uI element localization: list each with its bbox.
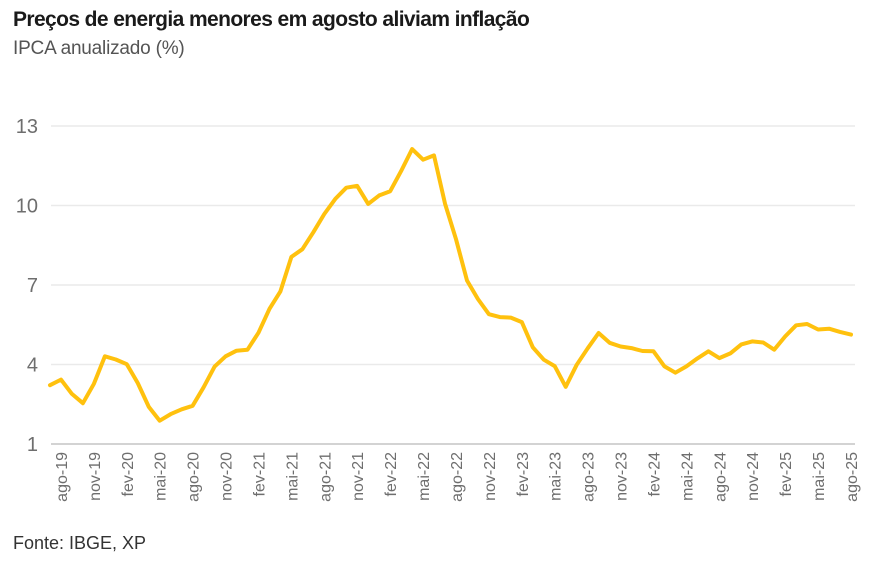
x-tick-label: nov-22 — [482, 452, 499, 501]
x-tick-label: ago-24 — [712, 452, 729, 502]
y-tick-label: 4 — [27, 355, 38, 377]
y-tick-label: 1 — [27, 434, 38, 456]
x-tick-label: fev-23 — [515, 452, 532, 497]
x-tick-label: ago-23 — [581, 452, 598, 502]
x-tick-label: mai-23 — [548, 452, 565, 501]
x-tick-label: ago-21 — [317, 452, 334, 502]
x-tick-label: ago-25 — [844, 452, 861, 502]
y-tick-label: 7 — [27, 275, 38, 297]
x-tick-label: ago-20 — [186, 452, 203, 502]
x-tick-label: fev-22 — [383, 452, 400, 497]
y-tick-label: 10 — [16, 196, 38, 218]
x-tick-label: mai-21 — [284, 452, 301, 501]
x-tick-label: fev-25 — [778, 452, 795, 497]
x-tick-label: ago-19 — [54, 452, 71, 502]
ipca-line — [48, 147, 853, 423]
x-tick-label: mai-24 — [679, 452, 696, 501]
page-title: Preços de energia menores em agosto aliv… — [13, 8, 530, 31]
x-tick-label: nov-21 — [350, 452, 367, 501]
chart-svg: 1 4 7 10 13 ago-19 nov-19 fev-20 mai-20 ago-20 nov… — [16, 116, 861, 502]
x-tick-label: ago-22 — [449, 452, 466, 502]
x-tick-label: mai-20 — [153, 452, 170, 501]
x-tick-label: fev-20 — [120, 452, 137, 497]
x-tick-label: fev-21 — [252, 452, 269, 497]
y-tick-label: 13 — [16, 116, 38, 138]
x-tick-label: mai-25 — [811, 452, 828, 501]
x-tick-label: nov-20 — [219, 452, 236, 501]
chart-subtitle: IPCA anualizado (%) — [13, 38, 185, 59]
x-tick-label: mai-22 — [416, 452, 433, 501]
x-tick-label: nov-19 — [87, 452, 104, 501]
x-tick-label: fev-24 — [647, 452, 664, 497]
line-chart: 1 4 7 10 13 ago-19 nov-19 fev-20 mai-20 ago-20 nov… — [0, 95, 881, 540]
x-tick-label: nov-24 — [745, 452, 762, 501]
x-tick-label: nov-23 — [614, 452, 631, 501]
source-note: Fonte: IBGE, XP — [13, 533, 147, 553]
